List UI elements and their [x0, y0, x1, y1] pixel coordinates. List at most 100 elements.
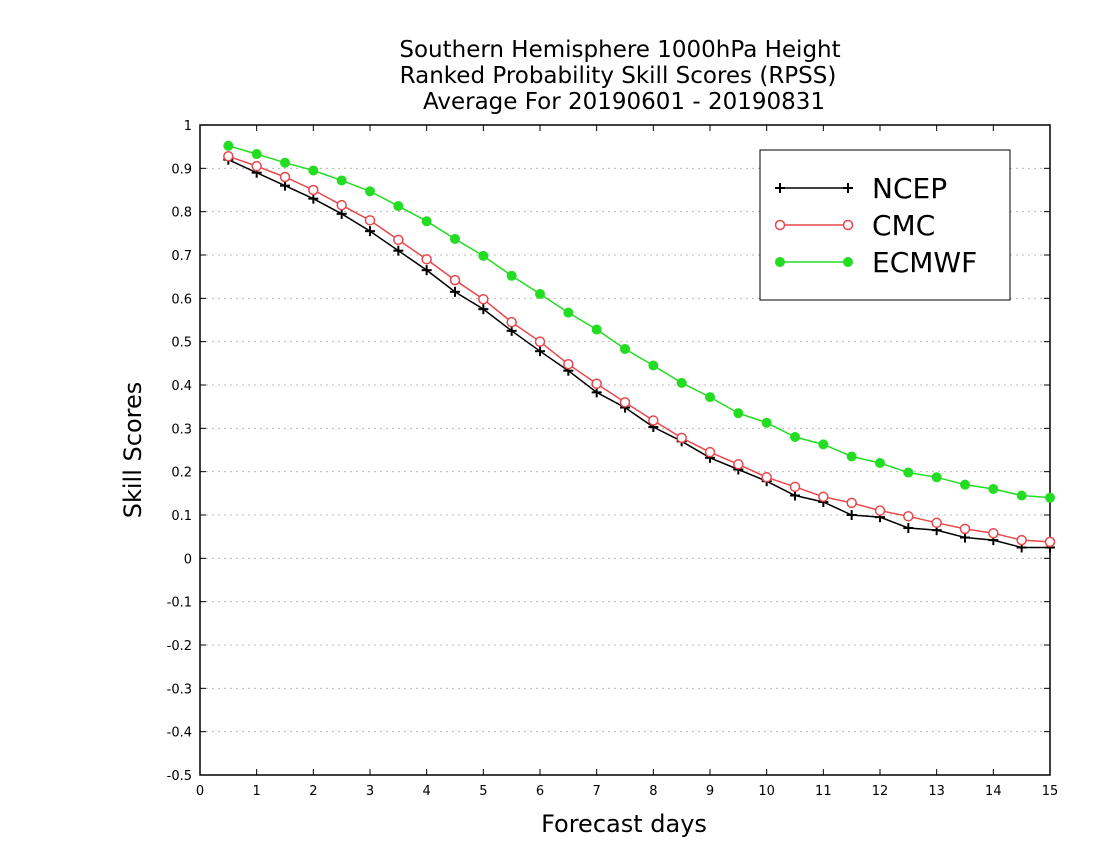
data-point-cmc	[619, 397, 631, 408]
data-point-ecmwf	[478, 250, 489, 261]
data-point-ecmwf	[1016, 490, 1027, 501]
data-point-cmc	[733, 459, 744, 470]
data-point-ecmwf	[733, 408, 744, 419]
y-axis-label: Skill Scores	[119, 382, 147, 519]
data-point-ncep	[280, 180, 290, 191]
data-point-ncep	[535, 346, 545, 357]
data-point-cmc	[506, 316, 517, 328]
data-point-ncep	[903, 523, 914, 533]
x-tick-label: 0	[196, 784, 204, 799]
data-point-ncep	[365, 226, 375, 237]
data-point-ecmwf	[393, 201, 404, 212]
x-tick-label: 15	[1042, 784, 1059, 799]
x-tick-label: 13	[928, 784, 945, 799]
legend-item-ncep: NCEP	[775, 172, 947, 205]
data-point-cmc	[648, 415, 659, 426]
data-point-cmc	[223, 150, 234, 162]
x-tick-label: 3	[366, 784, 374, 799]
data-point-ecmwf	[535, 289, 545, 299]
data-point-ecmwf	[1045, 492, 1055, 503]
data-point-ecmwf	[280, 157, 290, 168]
data-point-cmc	[789, 481, 801, 493]
data-point-ncep	[421, 265, 432, 276]
data-point-cmc	[846, 497, 857, 509]
y-tick-label: -0.5	[167, 769, 192, 784]
x-tick-label: 6	[536, 784, 544, 799]
data-point-ncep	[336, 208, 347, 219]
data-point-ncep	[450, 286, 460, 297]
y-tick-label: 1	[184, 119, 192, 134]
data-point-cmc	[676, 432, 687, 444]
chart-title-line-2: Ranked Probability Skill Scores (RPSS)	[400, 63, 837, 89]
series-layer	[223, 140, 1056, 553]
data-point-ecmwf	[790, 432, 800, 442]
x-tick-label: 14	[985, 784, 1002, 799]
data-point-ecmwf	[818, 439, 829, 450]
y-tick-label: 0.6	[171, 292, 192, 307]
x-tick-label: 8	[649, 784, 657, 799]
data-point-ecmwf	[931, 472, 942, 483]
data-point-ecmwf	[591, 324, 602, 335]
series-cmc	[223, 150, 1056, 548]
data-point-ecmwf	[875, 458, 885, 468]
y-tick-label: 0.3	[171, 422, 192, 437]
data-point-ecmwf	[421, 216, 432, 227]
data-point-cmc	[478, 293, 489, 305]
chart-title-line-3: Average For 20190601 - 20190831	[423, 89, 825, 115]
legend-marker-left	[775, 257, 785, 267]
legend-items: NCEP CMC ECMWF	[774, 172, 977, 279]
data-point-ecmwf	[563, 307, 574, 318]
y-tick-label: 0.7	[171, 249, 192, 264]
data-point-ncep	[393, 245, 404, 256]
y-tick-label: 0.8	[171, 206, 192, 221]
x-tick-label: 1	[253, 784, 261, 799]
data-point-ecmwf	[308, 165, 319, 176]
legend-item-cmc: CMC	[774, 209, 935, 242]
data-point-ecmwf	[903, 467, 914, 478]
data-point-cmc	[704, 446, 716, 458]
legend: NCEP CMC ECMWF	[759, 149, 1011, 301]
data-point-cmc	[959, 523, 971, 535]
chart-title-line-1: Southern Hemisphere 1000hPa Height	[399, 37, 840, 63]
y-tick-label: 0.5	[171, 336, 192, 351]
data-point-ecmwf	[506, 270, 517, 281]
data-point-ecmwf	[450, 233, 460, 244]
data-point-cmc	[761, 472, 772, 483]
x-tick-label: 11	[815, 784, 832, 799]
legend-label-ncep: NCEP	[872, 172, 947, 205]
x-tick-label: 12	[872, 784, 889, 799]
x-tick-label: 7	[593, 784, 601, 799]
data-point-ecmwf	[761, 417, 772, 428]
data-point-ecmwf	[705, 392, 715, 403]
data-point-ecmwf	[648, 360, 659, 371]
data-point-ecmwf	[988, 484, 999, 494]
x-tick-label: 4	[423, 784, 431, 799]
x-tick-label: 2	[309, 784, 317, 799]
data-point-cmc	[1044, 536, 1056, 548]
x-tick-label: 5	[479, 784, 487, 799]
series-ecmwf	[223, 140, 1055, 503]
data-point-cmc	[364, 215, 376, 226]
x-axis-label: Forecast days	[541, 810, 707, 838]
data-point-cmc	[449, 274, 461, 286]
plot-frame	[199, 124, 1051, 776]
data-point-ncep	[478, 304, 489, 315]
legend-label-ecmwf: ECMWF	[872, 246, 977, 279]
data-point-ncep	[790, 490, 800, 501]
x-tick-label: 10	[758, 784, 775, 799]
data-point-ecmwf	[251, 149, 262, 160]
y-tick-label: 0.2	[171, 466, 192, 481]
data-point-cmc	[818, 491, 829, 503]
data-point-cmc	[251, 160, 262, 172]
data-point-ncep	[506, 325, 517, 336]
data-point-cmc	[874, 505, 886, 516]
data-point-ncep	[960, 532, 970, 543]
legend-marker-left	[775, 183, 785, 193]
y-tick-label: -0.3	[167, 682, 192, 697]
data-point-ncep	[846, 510, 857, 520]
legend-item-ecmwf: ECMWF	[775, 246, 977, 279]
data-point-ncep	[591, 387, 602, 398]
data-point-cmc	[421, 254, 432, 265]
